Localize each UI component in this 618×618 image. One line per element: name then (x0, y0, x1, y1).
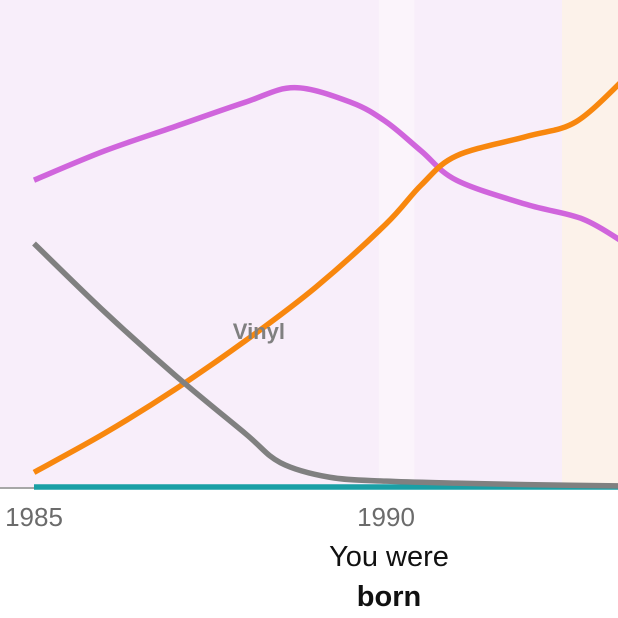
background-band-3 (414, 0, 562, 487)
series-line-series-1 (32, 84, 618, 243)
annotation-born: born (357, 581, 421, 613)
series-label-vinyl: Vinyl (233, 319, 285, 344)
background-bands (0, 0, 618, 487)
series-lines (32, 81, 618, 490)
annotation-you-were: You were (329, 541, 449, 573)
x-tick-label-1985: 1985 (5, 502, 63, 532)
background-band-1 (0, 0, 379, 487)
x-tick-labels: 1985 1990 (5, 502, 415, 532)
background-band-2 (378, 0, 415, 487)
series-line-vinyl (32, 241, 618, 489)
x-tick-label-1990: 1990 (357, 502, 415, 532)
background-band-4 (562, 0, 618, 487)
series-line-series-3 (32, 81, 618, 475)
